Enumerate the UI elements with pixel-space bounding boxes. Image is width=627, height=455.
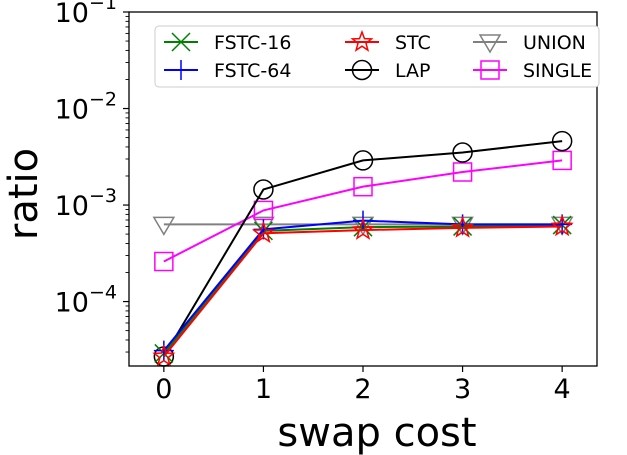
- axes: 0 1 2 3 4 10−4 10−3 10−2 10−1: [55, 0, 571, 405]
- data-point: [552, 150, 572, 171]
- x-tick-label: 0: [155, 374, 172, 405]
- data-point: [253, 179, 274, 200]
- data-point: [251, 221, 275, 244]
- series-line: [163, 219, 563, 352]
- data-point: [351, 217, 375, 240]
- legend-marker: [351, 59, 373, 81]
- legend: FSTC-16 FSTC-64 STC LAP UNION SINGLE: [154, 25, 600, 88]
- series-lap: [153, 130, 573, 367]
- data-point: [550, 214, 574, 237]
- legend-label: LAP: [395, 60, 430, 82]
- legend-item-lap: LAP: [345, 59, 430, 82]
- legend-marker: [350, 29, 374, 52]
- x-tick-label: 1: [255, 374, 272, 405]
- legend-marker: [171, 60, 191, 80]
- y-tick-label: 10−4: [55, 282, 117, 319]
- legend-label: STC: [395, 32, 431, 54]
- legend-item-fstc-16: FSTC-16: [164, 32, 291, 54]
- series-single: [154, 150, 572, 272]
- series-line: [163, 159, 563, 263]
- data-point: [152, 216, 176, 236]
- y-tick-label: 10−3: [55, 185, 117, 222]
- data-point: [154, 251, 174, 272]
- series-stc: [152, 214, 574, 367]
- x-tick-label: 3: [454, 374, 471, 405]
- data-point: [152, 344, 176, 367]
- data-point: [352, 150, 374, 171]
- series-line: [163, 224, 563, 355]
- series-line: [162, 140, 563, 357]
- y-axis-title: ratio: [1, 148, 47, 240]
- series-line: [163, 225, 563, 358]
- legend-item-fstc-64: FSTC-64: [164, 60, 291, 82]
- y-tick-label: 10−2: [55, 89, 117, 126]
- plot-marks: [152, 130, 574, 367]
- legend-label: SINGLE: [523, 60, 592, 82]
- y-tick-label: 10−1: [55, 0, 117, 29]
- legend-item-union: UNION: [473, 32, 586, 54]
- legend-label: FSTC-16: [214, 32, 291, 54]
- legend-item-single: SINGLE: [473, 60, 592, 82]
- data-point: [452, 162, 473, 182]
- data-point: [452, 142, 473, 163]
- data-point: [353, 176, 373, 197]
- legend-marker: [480, 60, 500, 80]
- data-point: [551, 130, 573, 152]
- data-point: [451, 215, 475, 238]
- x-axis-title: swap cost: [277, 410, 476, 455]
- legend-marker: [171, 32, 191, 52]
- x-tick-label: 2: [354, 374, 371, 405]
- legend-label: FSTC-64: [214, 60, 291, 82]
- x-tick-label: 4: [554, 374, 571, 405]
- legend-marker: [478, 34, 502, 54]
- legend-label: UNION: [523, 32, 586, 54]
- legend-item-stc: STC: [345, 29, 431, 54]
- data-point: [153, 340, 174, 361]
